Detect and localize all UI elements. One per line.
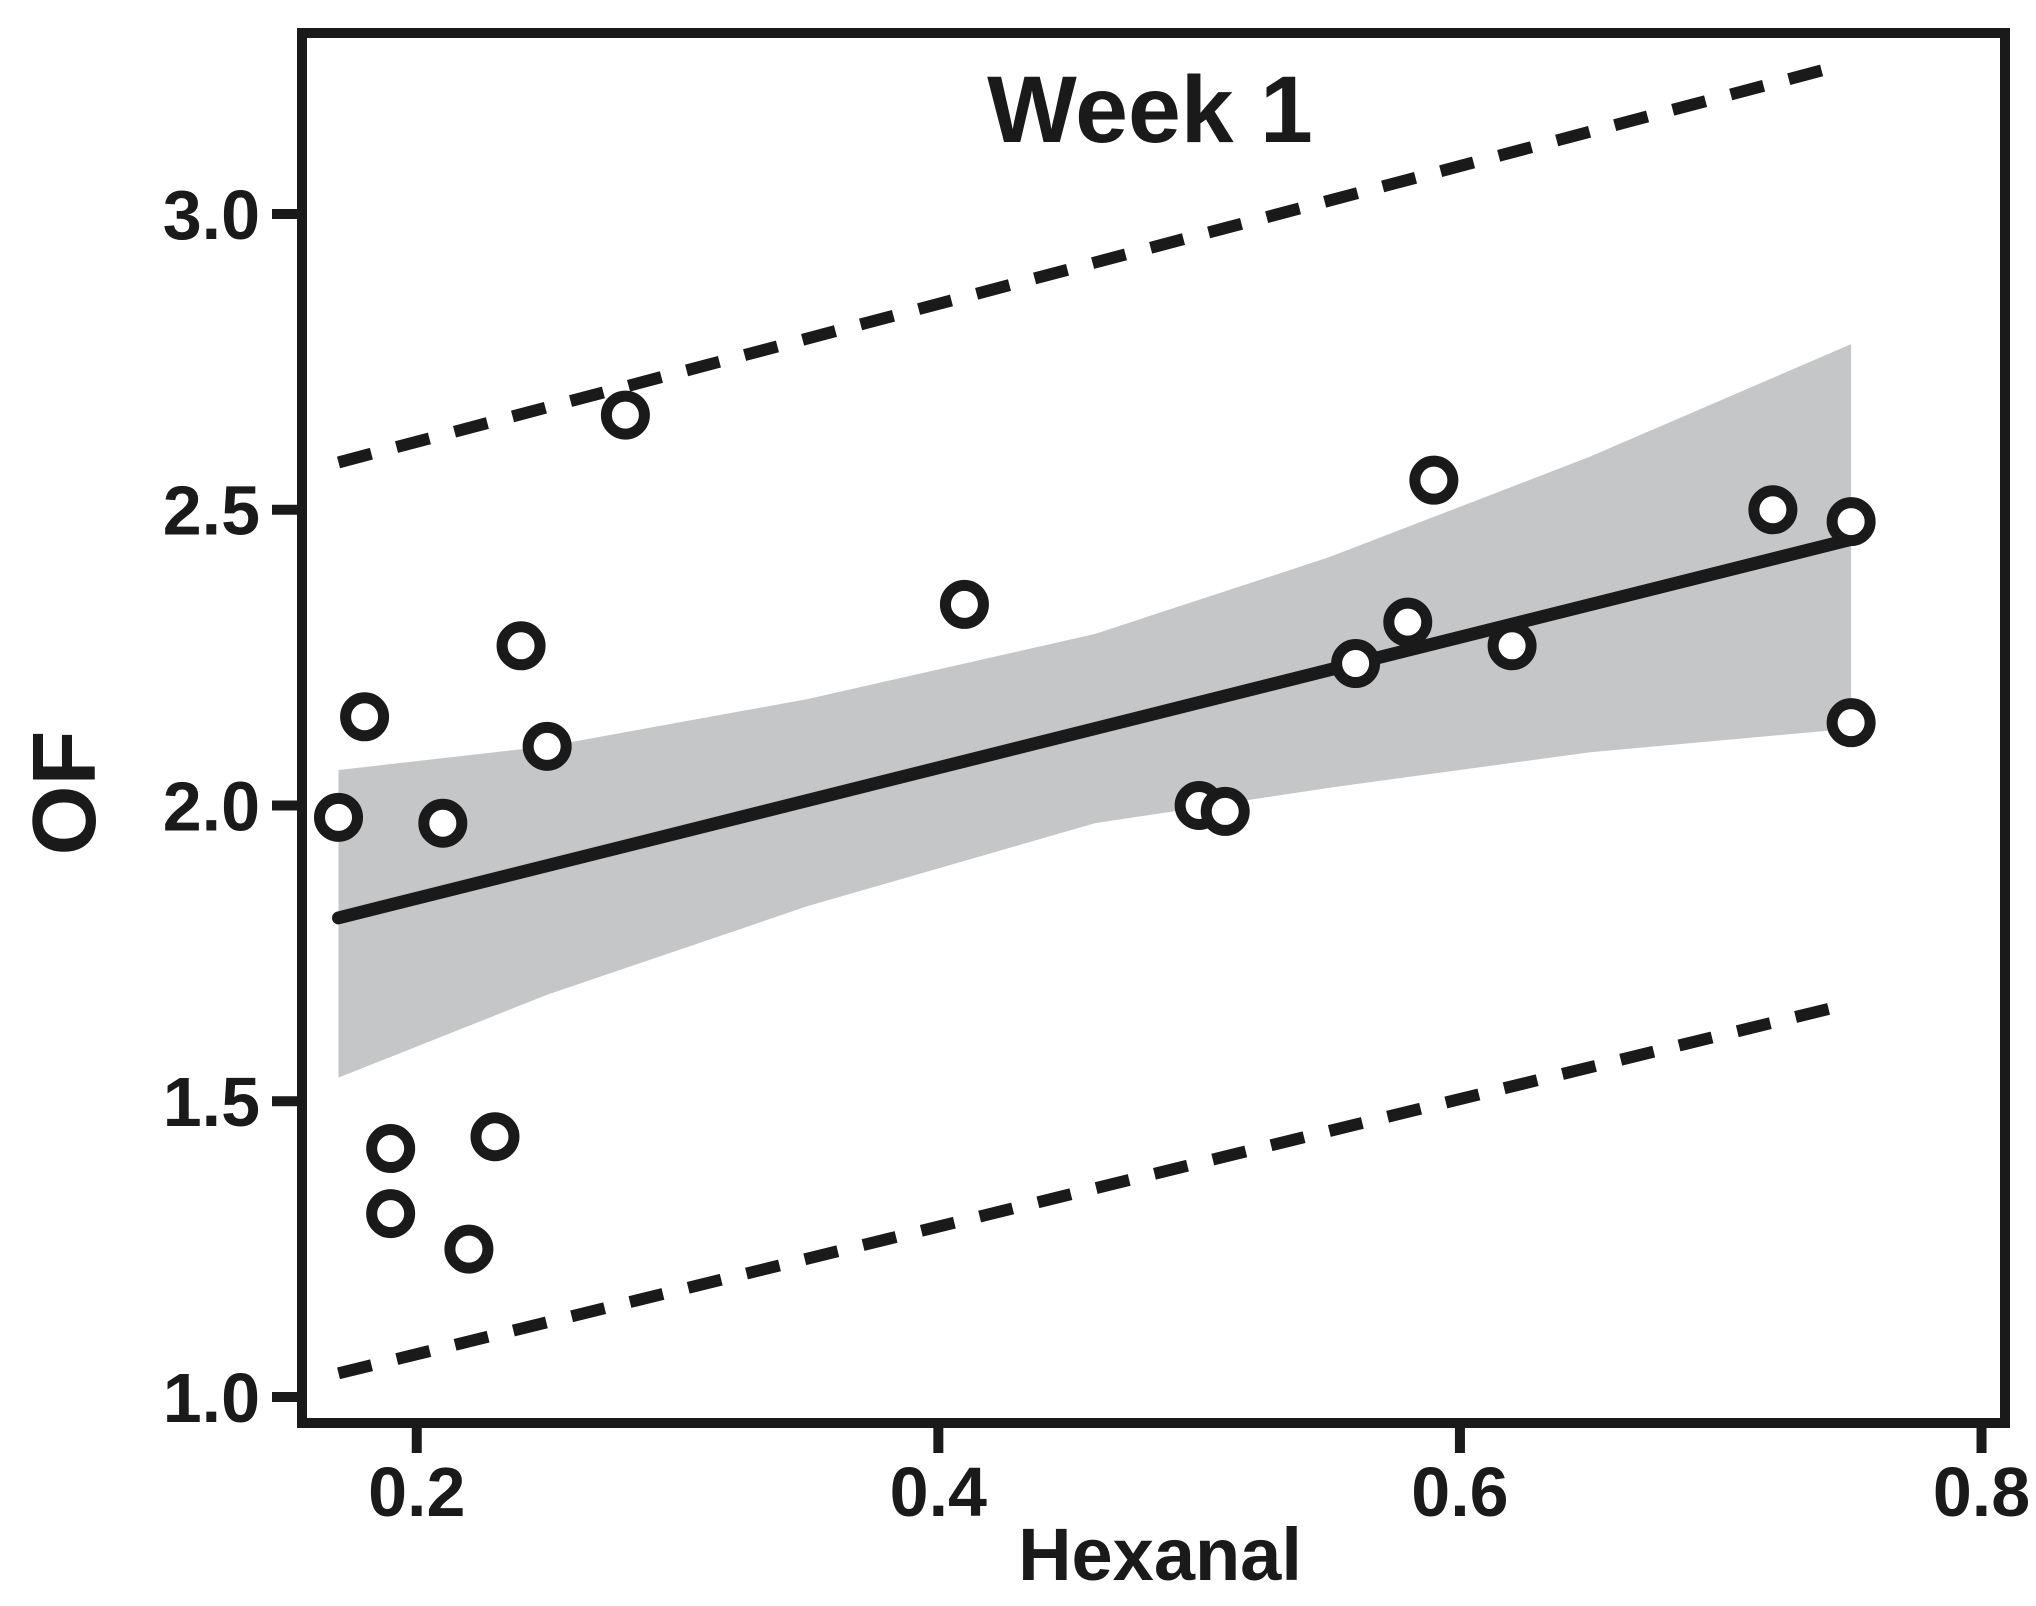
y-tick-labels: 3.0 2.5 2.0 1.5 1.0 [163,176,260,1437]
data-point [600,390,650,440]
data-point [1200,786,1250,836]
y-tick-label: 2.5 [163,472,260,550]
prediction-interval-lower-line [337,1000,1840,1380]
y-tick-label: 3.0 [163,176,260,254]
x-axis-label: Hexanal [1018,1513,1302,1596]
regression-line [332,532,1858,925]
data-point [496,621,546,671]
y-tick-label: 1.0 [163,1359,260,1437]
confidence-band [338,344,1852,1078]
data-point [314,792,364,842]
data-point [522,721,572,771]
regression-line-layer [332,532,1858,925]
plot-frame [297,28,2010,1428]
x-tick-label: 0.4 [890,1453,987,1531]
data-point [939,579,989,629]
data-point [470,1112,520,1162]
prediction-interval-layer [336,60,1840,1380]
data-point [1826,698,1876,748]
data-point [1331,639,1381,689]
data-point [444,1224,494,1274]
data-points-layer [314,390,1876,1274]
data-point [1383,597,1433,647]
y-tick-label: 2.0 [163,767,260,845]
confidence-band-layer [338,344,1852,1078]
data-point [340,692,390,742]
prediction-interval-upper-line [336,60,1840,469]
data-point [1748,485,1798,535]
y-axis-label: OF [15,731,115,856]
data-point [1409,455,1459,505]
data-point [366,1124,416,1174]
axis-ticks-layer [272,208,1987,1453]
data-point [1826,497,1876,547]
y-tick-label: 1.5 [163,1063,260,1141]
x-tick-label: 0.6 [1411,1453,1508,1531]
data-point [418,798,468,848]
chart-title: Week 1 [987,57,1313,163]
x-tick-label: 0.2 [368,1453,465,1531]
data-point [366,1189,416,1239]
x-tick-label: 0.8 [1933,1453,2030,1531]
data-point [1487,621,1537,671]
x-tick-labels: 0.2 0.4 0.6 0.8 [368,1453,2030,1531]
